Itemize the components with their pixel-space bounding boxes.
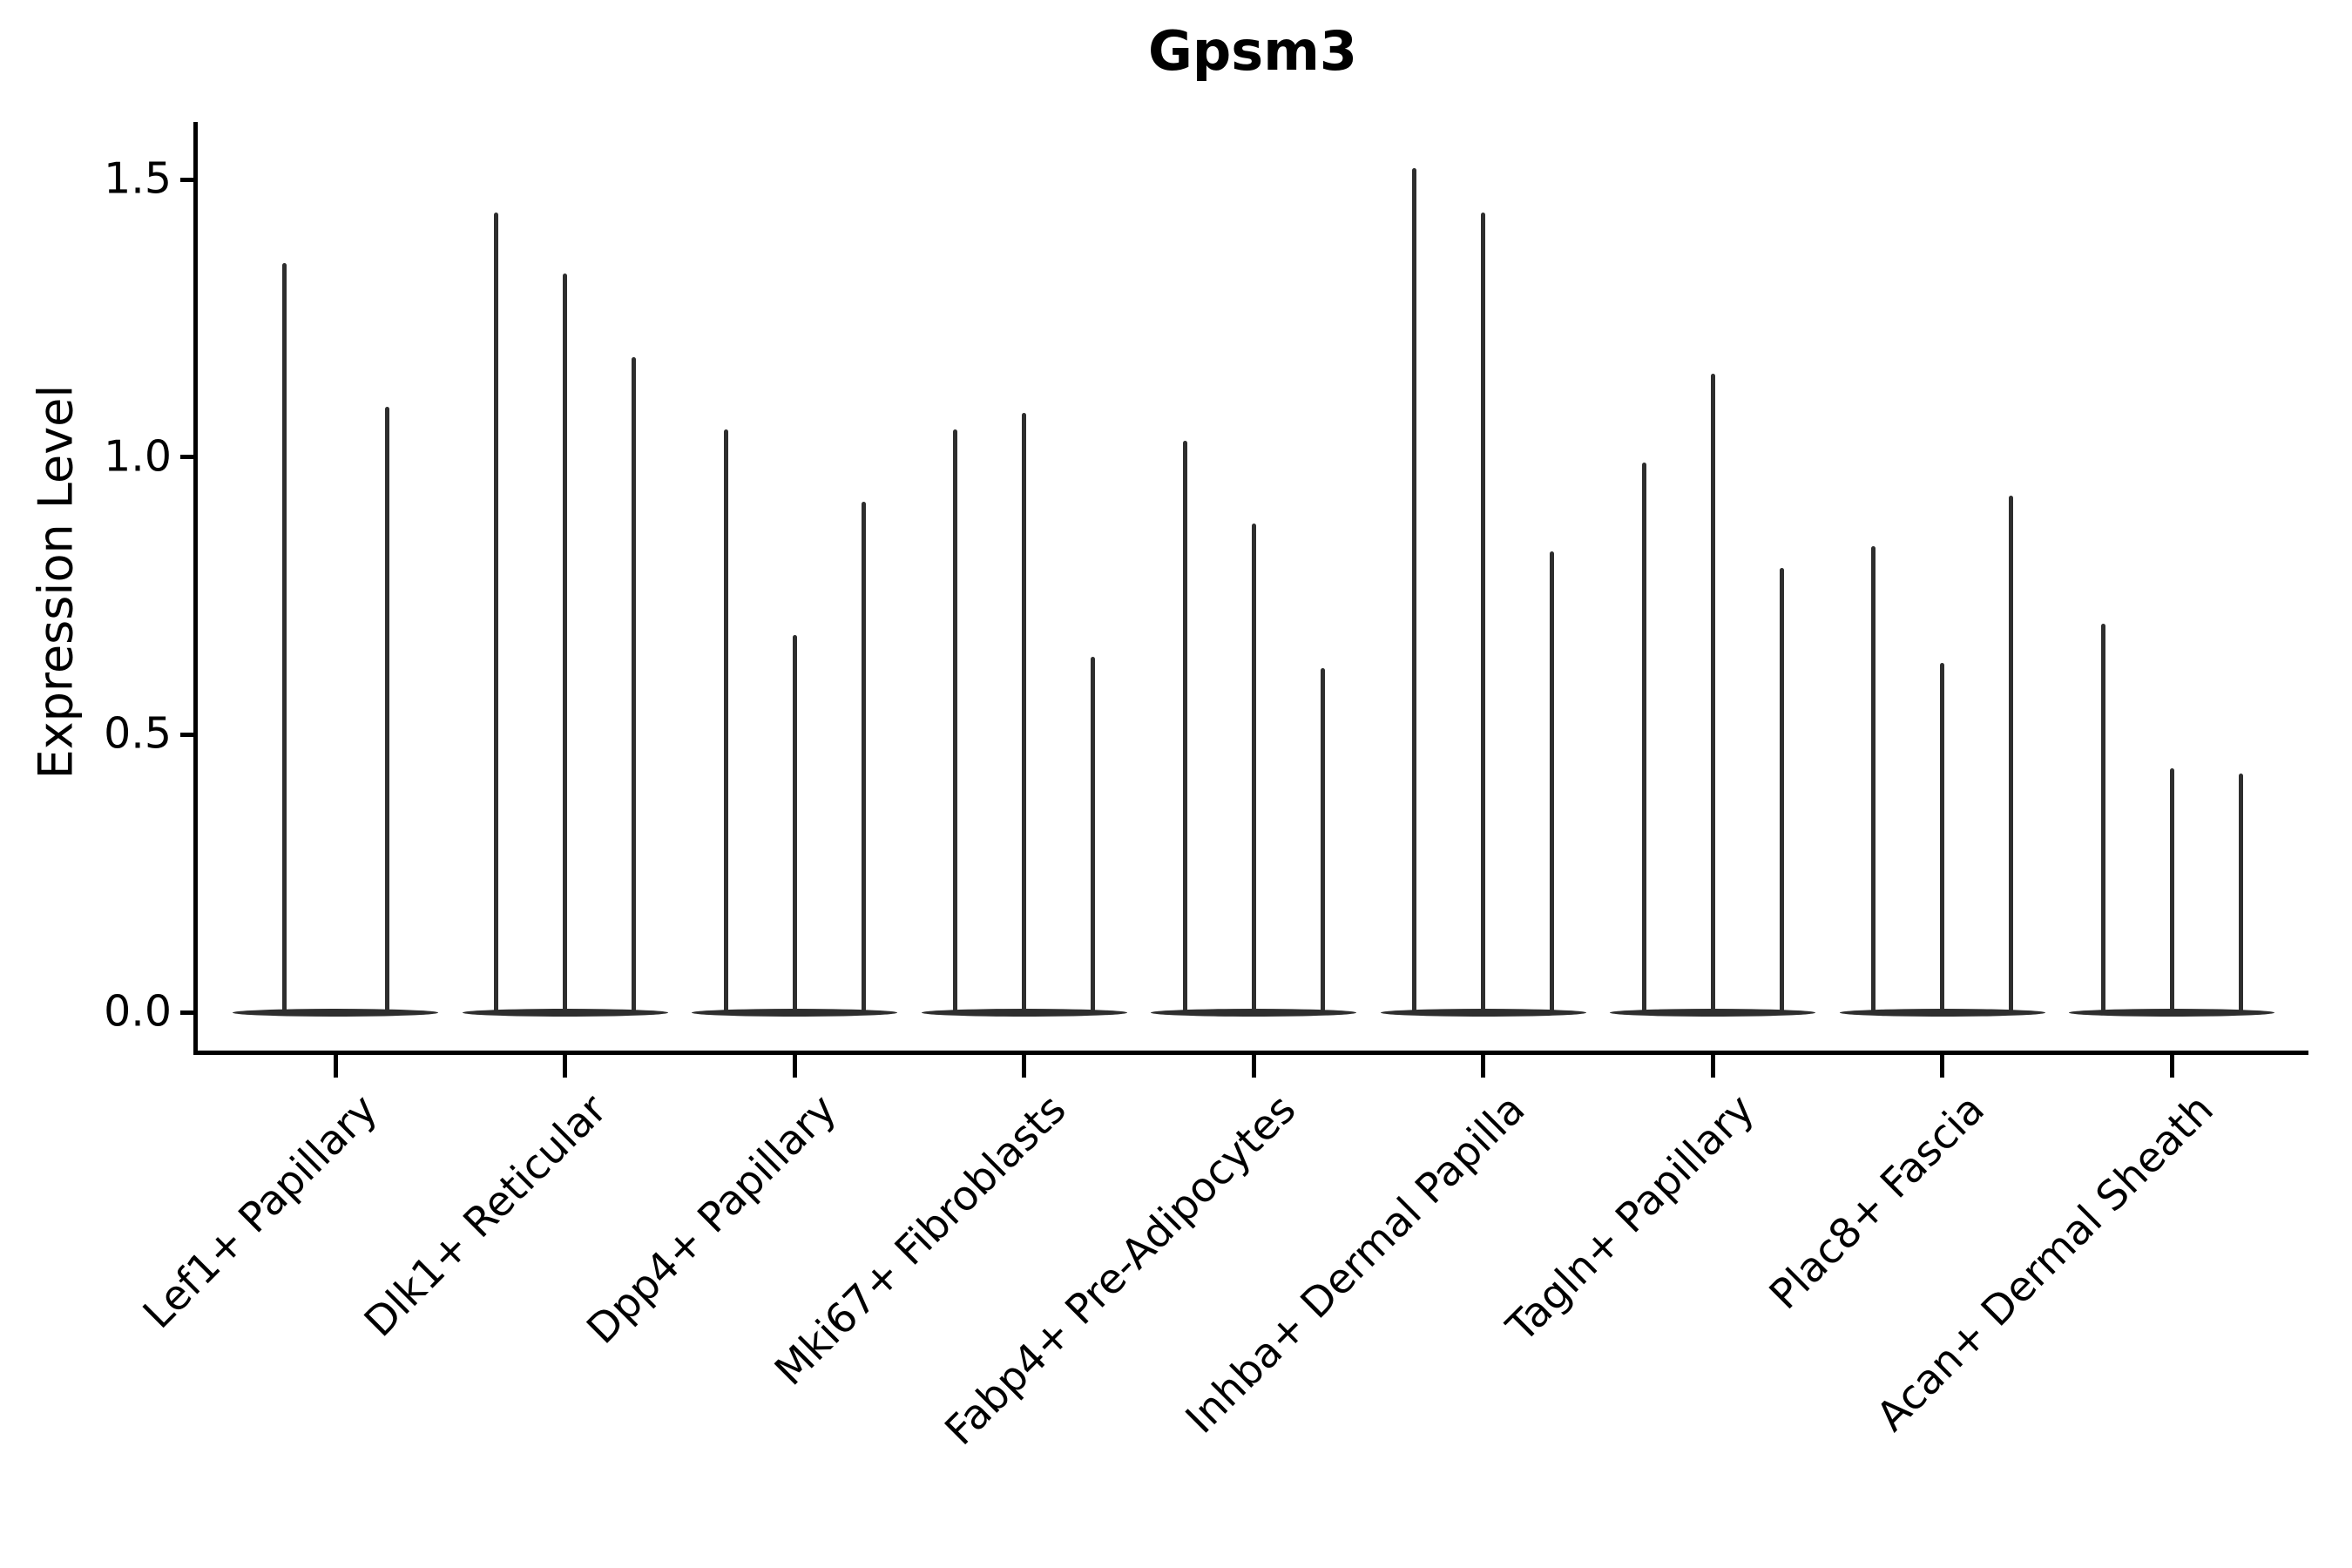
x-tick (2169, 1055, 2174, 1078)
violin-needle (1091, 657, 1095, 1012)
x-tick (792, 1055, 797, 1078)
violin-needle (1251, 524, 1256, 1012)
violin-needle (281, 262, 287, 1012)
violin-needle (2238, 773, 2243, 1012)
y-tick (180, 1010, 193, 1015)
violin-needle (2009, 496, 2013, 1012)
x-tick (1251, 1055, 1256, 1078)
x-tick-label: Dlk1+ Reticular (355, 1085, 617, 1347)
violin-needle (1182, 440, 1187, 1012)
violin-needle (792, 634, 797, 1012)
violin-base (692, 1008, 897, 1017)
y-tick-label: 0.0 (104, 986, 172, 1037)
violin-base (1151, 1008, 1356, 1017)
x-tick (1710, 1055, 1715, 1078)
y-tick (180, 455, 193, 460)
violin-needle (1320, 667, 1325, 1012)
y-axis-label: Expression Level (28, 384, 84, 780)
violin-needle (1940, 662, 1944, 1012)
violin-needle (1871, 545, 1876, 1012)
violin-needle (1550, 551, 1554, 1012)
x-tick (1022, 1055, 1026, 1078)
violin-needle (861, 501, 866, 1012)
x-tick-label: Dpp4+ Papillary (578, 1085, 846, 1354)
violin-needle (1412, 168, 1416, 1012)
x-tick-label: Tagln+ Papillary (1497, 1085, 1764, 1352)
y-tick (180, 177, 193, 182)
x-tick (563, 1055, 567, 1078)
x-tick (1940, 1055, 1944, 1078)
y-axis-spine (193, 122, 198, 1055)
violin-needle (723, 429, 728, 1012)
violin-needle (1710, 374, 1715, 1012)
violin-base (1839, 1008, 2045, 1017)
violin-base (1380, 1008, 1586, 1017)
y-tick (180, 732, 193, 737)
violin-needle (563, 274, 567, 1012)
violin-base (233, 1008, 438, 1017)
y-tick-label: 0.5 (104, 708, 172, 759)
violin-base (462, 1008, 668, 1017)
violin-needle (1022, 412, 1026, 1012)
violin-needle (494, 213, 498, 1012)
chart-title: Gpsm3 (1148, 19, 1357, 83)
x-tick (1481, 1055, 1485, 1078)
x-tick (333, 1055, 338, 1078)
x-axis-spine (193, 1051, 2308, 1055)
violin-needle (953, 429, 957, 1012)
y-tick-label: 1.0 (104, 431, 172, 482)
violin-needle (632, 356, 636, 1012)
violin-needle (2169, 767, 2174, 1012)
y-tick-label: 1.5 (104, 153, 172, 204)
violin-needle (384, 407, 389, 1012)
violin-needle (1779, 568, 1784, 1012)
violin-needle (1481, 213, 1485, 1012)
x-tick-label: Plac8+ Fascia (1760, 1085, 1994, 1319)
x-tick-label: Lef1+ Papillary (133, 1085, 387, 1338)
violin-base (1610, 1008, 1815, 1017)
violin-needle (1641, 463, 1646, 1012)
violin-needle (2100, 623, 2105, 1012)
violin-base (921, 1008, 1127, 1017)
violin-base (2069, 1008, 2274, 1017)
